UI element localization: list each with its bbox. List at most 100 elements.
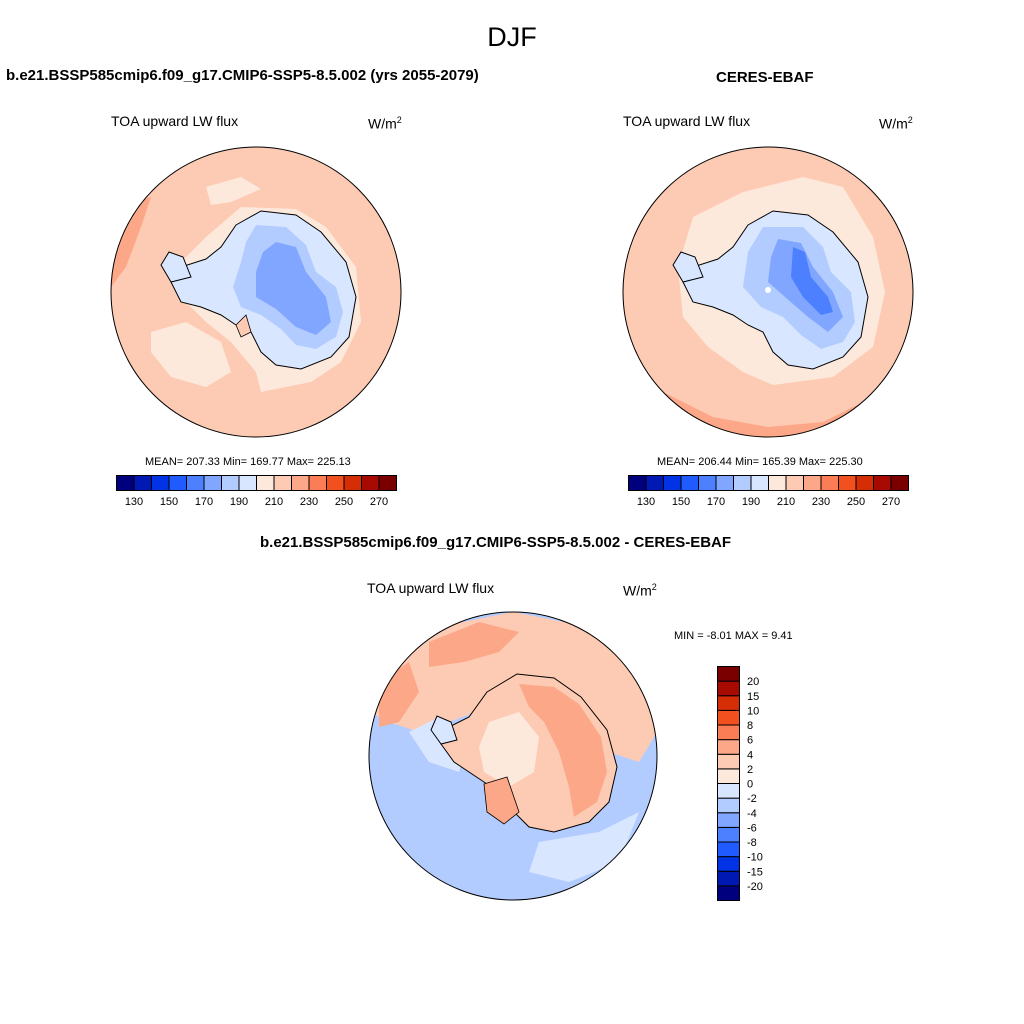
panel3-colorbar-box-6: [717, 797, 740, 814]
map1-seaice-peninsula: [151, 322, 231, 387]
figure-title: DJF: [487, 22, 537, 52]
panel2-colorbar-box-1: [645, 475, 664, 491]
panel3-colorbar-tick-label: -2: [747, 793, 757, 805]
panel1-colorbar-tick-label: 170: [195, 496, 213, 508]
panel2-colorbar-box-5: [715, 475, 734, 491]
panel2-colorbar-box-8: [768, 475, 787, 491]
panel3-colorbar-box-15: [717, 666, 740, 682]
map2-pole-gap: [765, 287, 771, 293]
panel3-colorbar-tick-label: 6: [747, 735, 753, 747]
map1-peninsula: [160, 251, 192, 283]
panel2-colorbar-box-3: [680, 475, 699, 491]
panel1-colorbar-box-12: [326, 475, 345, 491]
map3: [368, 611, 658, 901]
panel2-colorbar-tick-label: 250: [847, 496, 865, 508]
panel1-colorbar-box-3: [168, 475, 187, 491]
panel3-colorbar-tick-label: 2: [747, 764, 753, 776]
panel2-colorbar-box-14: [873, 475, 892, 491]
panel3-colorbar-box-13: [717, 695, 740, 711]
panel2-colorbar-box-0: [628, 475, 647, 491]
map2-south-rim: [623, 357, 913, 437]
panel3-colorbar-tick-label: 20: [747, 676, 759, 688]
map3-pole-zero: [479, 712, 539, 787]
panel1-colorbar-tick-label: 150: [160, 496, 178, 508]
panel2-colorbar-tick-label: 130: [637, 496, 655, 508]
panel2-colorbar-box-9: [785, 475, 804, 491]
panel3-colorbar-box-0: [717, 885, 740, 901]
panel2-colorbar-box-7: [750, 475, 769, 491]
panel1-variable-label: TOA upward LW flux: [111, 113, 239, 129]
map2-plateau-core: [791, 247, 833, 315]
panel3-colorbar-tick-label: -8: [747, 837, 757, 849]
panel2-colorbar-tick-label: 270: [882, 496, 900, 508]
panel3-colorbar-tick-label: -20: [747, 881, 763, 893]
panel1-colorbar-box-8: [256, 475, 275, 491]
panel3-colorbar-box-2: [717, 856, 740, 872]
panel1-colorbar: 130 150 170 190 210 230 250 270: [116, 475, 397, 508]
panel1-colorbar-tick-label: 230: [300, 496, 318, 508]
panel3-colorbar-tick-label: -10: [747, 852, 763, 864]
panel1-colorbar-tick-label: 210: [265, 496, 283, 508]
panel3-colorbar-box-14: [717, 680, 740, 697]
panel3-colorbar-tick-label: -15: [747, 866, 763, 878]
panel3-colorbar-tick-label: -4: [747, 808, 757, 820]
panel3-stats: MIN = -8.01 MAX = 9.41: [674, 630, 793, 642]
panel2-colorbar-tick-label: 150: [672, 496, 690, 508]
panel3-colorbar-tick-label: 0: [747, 779, 753, 791]
panel1-colorbar-tick-label: 130: [125, 496, 143, 508]
map1-ross-shelf: [235, 314, 252, 338]
panel1-colorbar-box-14: [361, 475, 380, 491]
panel3-unit-label: W/m2: [623, 582, 657, 599]
panel3-colorbar-box-4: [717, 826, 740, 843]
map2: [622, 146, 914, 438]
map3-peninsula: [430, 715, 458, 745]
panel2-title: CERES-EBAF: [716, 69, 814, 86]
panel1-colorbar-box-9: [273, 475, 292, 491]
panel3-colorbar-box-5: [717, 812, 740, 828]
panel3-colorbar-box-11: [717, 724, 740, 741]
panel2-colorbar-box-4: [698, 475, 717, 491]
panel3-title: b.e21.BSSP585cmip6.f09_g17.CMIP6-SSP5-8.…: [260, 534, 732, 551]
panel3-colorbar-box-7: [717, 783, 740, 799]
panel2-colorbar-box-13: [855, 475, 874, 491]
panel2-colorbar-box-10: [803, 475, 822, 491]
panel1-colorbar-tick-label: 250: [335, 496, 353, 508]
panel3-colorbar-box-3: [717, 841, 740, 858]
panel2-colorbar: 130 150 170 190 210 230 250 270: [628, 475, 909, 508]
panel3-colorbar-box-10: [717, 739, 740, 755]
panel1-colorbar-box-13: [343, 475, 362, 491]
panel1-colorbar-box-11: [308, 475, 327, 491]
panel1-colorbar-box-6: [221, 475, 240, 491]
panel2-colorbar-box-2: [663, 475, 682, 491]
panel3-colorbar-tick-label: 10: [747, 705, 759, 717]
panel1-colorbar-box-0: [116, 475, 135, 491]
panel2-colorbar-tick-label: 190: [742, 496, 760, 508]
panel2-colorbar-box-12: [838, 475, 857, 491]
map3-north-strong: [429, 622, 519, 667]
panel2-stats: MEAN= 206.44 Min= 165.39 Max= 225.30: [657, 456, 863, 468]
panel1-title: b.e21.BSSP585cmip6.f09_g17.CMIP6-SSP5-8.…: [6, 67, 479, 84]
panel2-colorbar-box-15: [890, 475, 909, 491]
panel1-colorbar-box-7: [238, 475, 257, 491]
panel2-colorbar-tick-label: 230: [812, 496, 830, 508]
panel3-colorbar-tick-label: 15: [747, 691, 759, 703]
panel2-colorbar-box-6: [733, 475, 752, 491]
map1: [110, 146, 402, 438]
panel2-colorbar-tick-label: 170: [707, 496, 725, 508]
panel1-colorbar-box-4: [186, 475, 205, 491]
panel3-colorbar-box-12: [717, 709, 740, 726]
panel3-colorbar-tick-label: 4: [747, 749, 753, 761]
map1-seaice-north: [206, 177, 261, 205]
panel3-colorbar-box-9: [717, 753, 740, 770]
panel3-colorbar-tick-label: 8: [747, 720, 753, 732]
panel1-colorbar-box-1: [133, 475, 152, 491]
panel3-colorbar-box-1: [717, 870, 740, 887]
panel1-colorbar-box-2: [151, 475, 170, 491]
panel2-colorbar-box-11: [820, 475, 839, 491]
panel3-colorbar-tick-label: -6: [747, 822, 757, 834]
panel2-unit-label: W/m2: [879, 115, 913, 132]
map1-plateau-core: [256, 242, 331, 335]
panel2-colorbar-tick-label: 210: [777, 496, 795, 508]
panel1-colorbar-box-15: [378, 475, 397, 491]
